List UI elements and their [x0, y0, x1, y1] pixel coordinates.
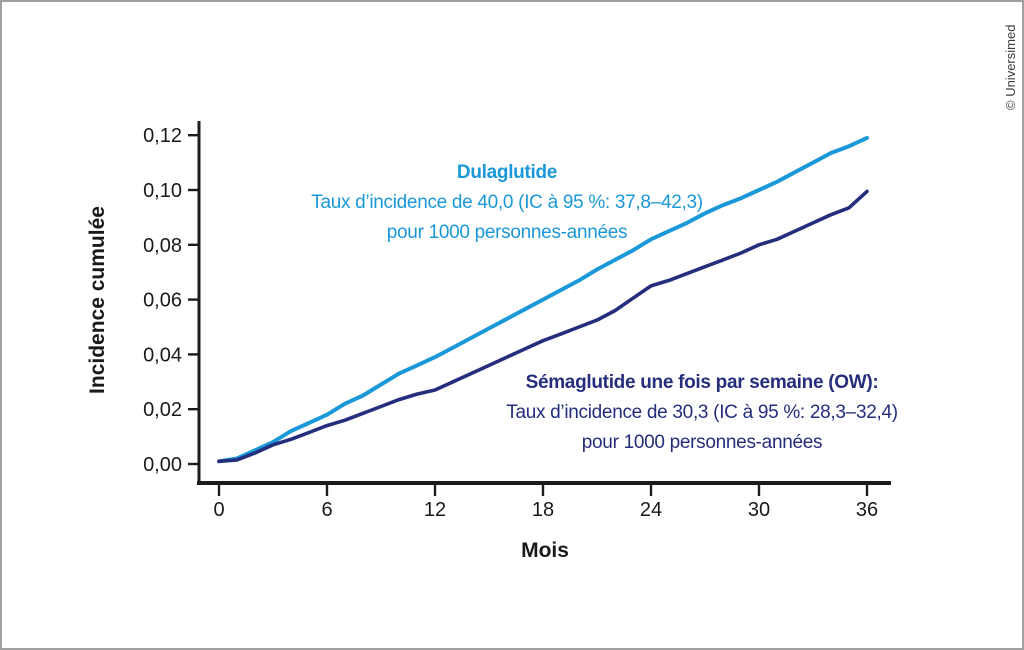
axes: [197, 121, 891, 485]
dulaglutide-annotation-unit: pour 1000 personnes-années: [386, 222, 628, 243]
x-tick-label: 6: [321, 499, 332, 521]
dulaglutide-annotation-title: Dulaglutide: [456, 162, 558, 183]
x-tick-label: 36: [856, 499, 878, 521]
y-tick-label: 0,04: [143, 344, 182, 366]
y-axis-ticks: 0,00 0,02 0,04 0,06 0,08 0,10 0,12: [143, 125, 199, 476]
series-line-semaglutide: [217, 189, 869, 464]
x-tick-label: 18: [532, 499, 554, 521]
y-tick-label: 0,00: [143, 454, 182, 476]
dulaglutide-annotation: Dulaglutide Taux d’incidence de 40,0 (IC…: [287, 158, 727, 248]
dulaglutide-annotation-rate: Taux d’incidence de 40,0 (IC à 95 %: 37,…: [311, 192, 703, 213]
y-tick-label: 0,12: [143, 125, 182, 147]
y-axis-title: Incidence cumulée: [86, 206, 109, 394]
copyright-credit: © Universimed: [1003, 24, 1018, 110]
x-tick-label: 12: [424, 499, 446, 521]
series-lines: [217, 135, 869, 464]
series-line-dulaglutide: [217, 135, 869, 464]
x-tick-label: 0: [213, 499, 224, 521]
y-tick-label: 0,02: [143, 399, 182, 421]
x-tick-label: 30: [748, 499, 770, 521]
semaglutide-annotation-unit: pour 1000 personnes-années: [581, 432, 823, 453]
semaglutide-annotation: Sémaglutide une fois par semaine (OW): T…: [467, 368, 937, 458]
semaglutide-annotation-title: Sémaglutide une fois par semaine (OW):: [525, 372, 879, 393]
x-axis-ticks: 0 6 12 18 24 30 36: [213, 485, 878, 521]
y-tick-label: 0,06: [143, 290, 182, 312]
semaglutide-annotation-rate: Taux d’incidence de 30,3 (IC à 95 %: 28,…: [506, 402, 898, 423]
y-tick-label: 0,08: [143, 235, 182, 257]
x-tick-label: 24: [640, 499, 662, 521]
x-axis-title: Mois: [521, 539, 569, 562]
y-tick-label: 0,10: [143, 180, 182, 202]
